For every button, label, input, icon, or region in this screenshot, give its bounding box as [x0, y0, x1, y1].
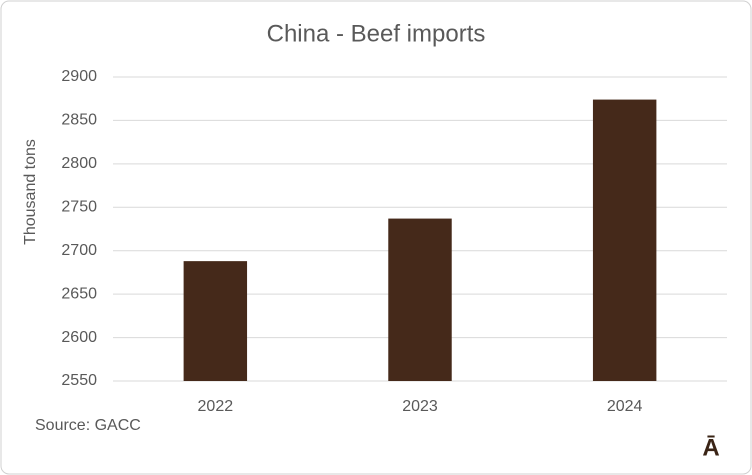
- y-tick-label: 2900: [61, 68, 97, 85]
- y-tick-label: 2850: [61, 112, 97, 129]
- y-tick-label: 2650: [61, 285, 97, 302]
- y-tick-label: 2550: [61, 372, 97, 389]
- y-tick-label: 2800: [61, 155, 97, 172]
- bar: [592, 99, 657, 381]
- y-tick-label: 2750: [61, 199, 97, 216]
- x-tick-label: 2022: [198, 398, 234, 415]
- chart-title: China - Beef imports: [267, 20, 486, 47]
- x-tick-label: 2023: [402, 398, 438, 415]
- y-tick-label: 2600: [61, 329, 97, 346]
- x-tick-label: 2024: [607, 398, 643, 415]
- y-axis-label: Thousand tons: [22, 139, 39, 245]
- logo: Ā: [702, 434, 719, 461]
- bar: [388, 218, 452, 381]
- y-tick-label: 2700: [61, 242, 97, 259]
- bar: [183, 261, 248, 381]
- source: Source: GACC: [35, 417, 141, 434]
